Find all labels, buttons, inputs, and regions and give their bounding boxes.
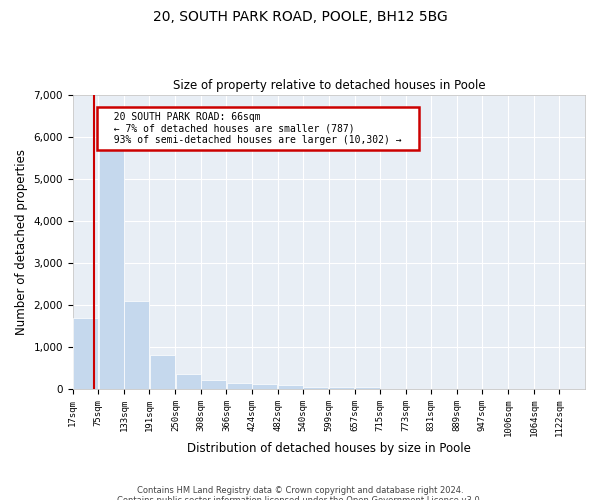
- Bar: [329, 387, 355, 389]
- Text: Contains HM Land Registry data © Crown copyright and database right 2024.: Contains HM Land Registry data © Crown c…: [137, 486, 463, 495]
- Bar: [73, 318, 98, 389]
- Bar: [252, 384, 277, 389]
- Title: Size of property relative to detached houses in Poole: Size of property relative to detached ho…: [173, 79, 485, 92]
- Bar: [176, 374, 201, 389]
- Text: Contains public sector information licensed under the Open Government Licence v3: Contains public sector information licen…: [118, 496, 482, 500]
- Text: 20 SOUTH PARK ROAD: 66sqm
  ← 7% of detached houses are smaller (787)
  93% of s: 20 SOUTH PARK ROAD: 66sqm ← 7% of detach…: [102, 112, 413, 146]
- Text: 20, SOUTH PARK ROAD, POOLE, BH12 5BG: 20, SOUTH PARK ROAD, POOLE, BH12 5BG: [152, 10, 448, 24]
- X-axis label: Distribution of detached houses by size in Poole: Distribution of detached houses by size …: [187, 442, 471, 455]
- Bar: [355, 387, 380, 389]
- Bar: [98, 141, 124, 389]
- Bar: [201, 380, 226, 389]
- Bar: [124, 300, 149, 389]
- Bar: [227, 383, 252, 389]
- Bar: [304, 386, 328, 389]
- Bar: [278, 385, 303, 389]
- Bar: [149, 356, 175, 389]
- Y-axis label: Number of detached properties: Number of detached properties: [15, 149, 28, 335]
